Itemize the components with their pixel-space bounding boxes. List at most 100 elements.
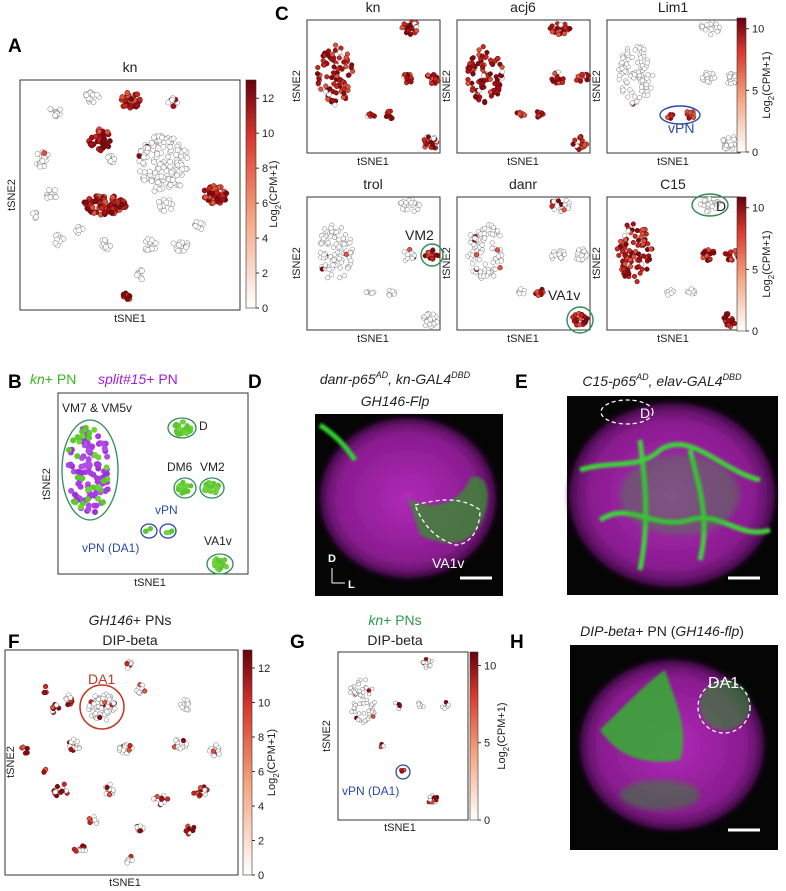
cell-dot xyxy=(180,737,186,744)
dot-cluster xyxy=(73,224,86,237)
dot-cluster xyxy=(105,153,118,166)
cell-dot xyxy=(429,142,435,148)
cell-dot xyxy=(127,102,134,109)
cell-dot xyxy=(578,312,585,318)
cell-dot xyxy=(321,62,327,68)
cell-dot xyxy=(636,251,642,257)
cell-dot xyxy=(339,66,345,72)
cell-dot xyxy=(728,249,734,255)
cell-dot xyxy=(561,207,567,213)
cell-dot xyxy=(84,205,91,212)
cell-dot xyxy=(170,103,177,109)
colorbar-tick-label: 8 xyxy=(262,163,268,175)
cell-dot xyxy=(332,102,338,108)
cell-dot xyxy=(210,748,216,754)
cell-dot xyxy=(401,21,407,27)
cell-dot xyxy=(629,100,635,106)
cell-dot xyxy=(430,311,436,317)
cell-dot xyxy=(107,201,114,208)
legend-text: + PN xyxy=(45,371,77,387)
dot-cluster xyxy=(363,289,377,296)
cell-dot xyxy=(643,231,649,237)
cell-dot xyxy=(315,80,321,86)
dot-cluster xyxy=(663,287,677,298)
cell-dot xyxy=(338,259,344,265)
cell-dot xyxy=(129,857,135,863)
cell-dot xyxy=(731,136,737,142)
colorbar xyxy=(736,17,747,153)
cell-dot xyxy=(559,79,566,86)
cell-dot xyxy=(351,705,357,711)
cell-dot xyxy=(556,31,562,37)
cell-dot xyxy=(152,240,159,246)
cell-dot xyxy=(75,480,82,487)
text: , kn-GAL4 xyxy=(388,371,451,387)
cell-dot xyxy=(618,238,624,244)
cell-dot xyxy=(716,199,722,205)
sup: AD xyxy=(375,370,389,380)
cell-dot xyxy=(223,563,229,570)
cell-dot xyxy=(497,265,503,271)
x-label: tSNE1 xyxy=(384,822,416,834)
cell-dot xyxy=(622,237,629,243)
colorbar-tick-label: 8 xyxy=(258,732,264,744)
dot-cluster xyxy=(170,239,191,254)
legend-text: + PN xyxy=(146,371,178,387)
dot-cluster xyxy=(421,311,440,330)
cell-dot xyxy=(479,242,485,248)
cell-dot xyxy=(79,433,86,440)
cell-dot xyxy=(724,312,730,318)
cell-dot xyxy=(326,266,332,273)
cell-dot xyxy=(562,25,568,31)
heading: DIP-beta xyxy=(367,632,422,648)
cell-dot xyxy=(697,201,703,207)
cell-dot xyxy=(325,239,331,246)
cell-dot xyxy=(180,479,186,485)
cell-dot xyxy=(732,248,738,254)
cell-dot xyxy=(91,701,97,707)
dot-cluster xyxy=(192,219,206,232)
sub: 2 xyxy=(767,274,776,279)
dot-cluster xyxy=(665,111,676,121)
text: (CPM+1) xyxy=(496,702,508,746)
dot-cluster xyxy=(41,766,49,775)
cell-dot xyxy=(585,73,591,79)
cell-dot xyxy=(102,198,109,205)
dot-cluster xyxy=(183,823,197,837)
cell-dot xyxy=(576,146,582,153)
dot-cluster xyxy=(134,823,146,834)
dot-cluster xyxy=(574,246,590,263)
cell-dot xyxy=(325,275,331,281)
cell-dot xyxy=(152,169,159,176)
cell-dot xyxy=(325,52,331,58)
annotation: vPN (DA1) xyxy=(342,784,399,798)
dot-cluster xyxy=(699,70,718,86)
cell-dot xyxy=(552,71,558,77)
cell-dot xyxy=(97,147,104,154)
colorbar-tick-label: 5 xyxy=(484,738,490,750)
cell-dot xyxy=(625,228,631,234)
cell-dot xyxy=(94,478,101,485)
dot-cluster xyxy=(514,109,528,119)
cell-dot xyxy=(581,248,587,254)
colorbar-tick-label: 4 xyxy=(262,233,268,245)
cell-dot xyxy=(701,250,707,256)
cell-dot xyxy=(624,222,630,228)
cell-dot xyxy=(516,111,523,117)
dot-cluster xyxy=(201,480,222,496)
dot-cluster xyxy=(116,742,135,756)
cell-dot xyxy=(356,681,362,687)
text: Log xyxy=(268,209,280,227)
text: ) xyxy=(739,623,744,639)
dot-cluster xyxy=(211,556,229,573)
cell-dot xyxy=(158,134,165,141)
dot-cluster xyxy=(347,677,377,725)
cell-dot xyxy=(336,255,342,261)
cell-dot xyxy=(467,232,473,238)
region-label: D xyxy=(640,405,650,421)
cell-dot xyxy=(104,453,111,460)
cell-dot xyxy=(105,143,112,150)
cell-dot xyxy=(185,488,191,494)
cell-dot xyxy=(211,753,217,759)
cell-dot xyxy=(703,27,709,33)
